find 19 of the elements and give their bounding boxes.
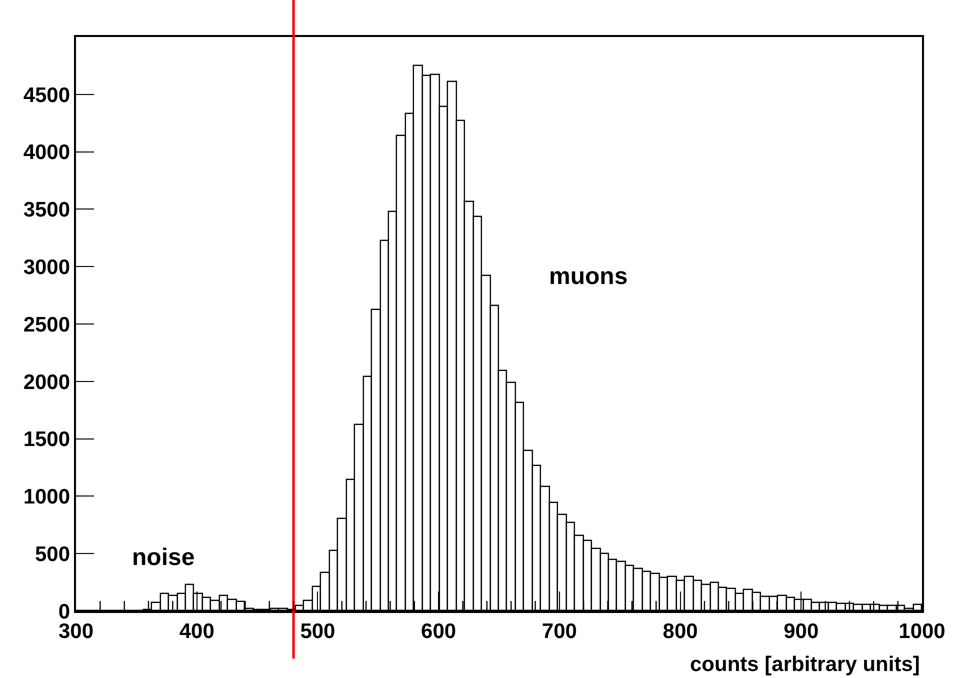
y-tick-label: 4500 [23,84,70,107]
x-tick-label: 800 [662,620,698,643]
annotation: muons [549,263,628,290]
x-axis-title: counts [arbitrary units] [690,653,920,676]
y-tick-label: 4000 [23,141,70,164]
y-tick-label: 500 [35,542,70,566]
y-tick-label: 3000 [23,256,70,279]
annotation: noise [132,544,195,571]
x-tick-label: 600 [421,620,456,643]
y-tick-label: 2000 [23,370,70,394]
y-tick-label: 3500 [23,198,70,222]
y-tick-label: 1500 [23,428,70,452]
y-tick-label: 2500 [23,313,70,336]
x-tick-label: 700 [542,620,577,643]
x-tick-label: 900 [784,620,819,643]
x-tick-label: 400 [179,620,214,643]
x-tick-label: 500 [300,620,336,643]
y-tick-label: 1000 [23,486,70,509]
x-tick-label: 1000 [898,620,946,643]
